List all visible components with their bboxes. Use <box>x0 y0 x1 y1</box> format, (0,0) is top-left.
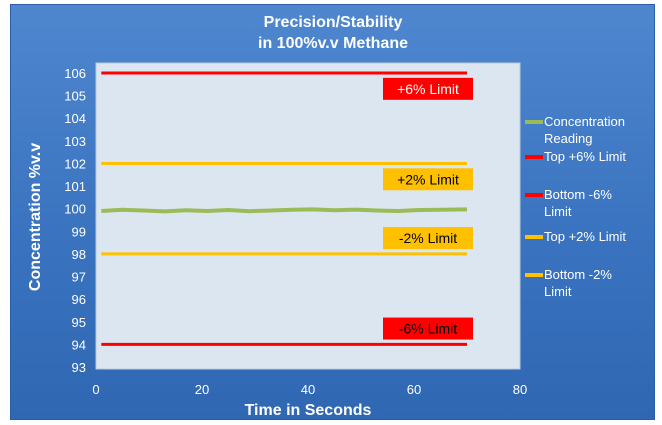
legend-label: Top +6% Limit <box>544 149 626 164</box>
callout-label: +6% Limit <box>397 81 459 97</box>
x-tick-label: 20 <box>195 382 209 397</box>
callout-box <box>383 227 473 250</box>
y-tick-label: 99 <box>72 224 86 239</box>
chart-svg: Precision/Stability in 100%v.v Methane T… <box>27 14 626 419</box>
chart-frame: Precision/Stability in 100%v.v Methane T… <box>10 4 655 420</box>
y-tick-label: 97 <box>72 270 86 285</box>
y-axis-ticks: 93 94 95 96 97 98 99 100 101 102 103 104 105 106 <box>64 66 86 375</box>
y-tick-label: 103 <box>64 134 86 149</box>
callout-label: +2% Limit <box>397 171 459 187</box>
y-tick-label: 102 <box>64 156 86 171</box>
y-tick-label: 104 <box>64 111 86 126</box>
series-lines <box>101 71 468 346</box>
y-tick-label: 100 <box>64 202 86 217</box>
callout-box <box>383 77 473 100</box>
x-axis-ticks: 0 20 40 60 80 <box>92 382 527 397</box>
series-line-0 <box>101 207 468 214</box>
legend-label: Bottom -2% Limit <box>544 267 612 299</box>
legend-label: Bottom -6% Limit <box>544 187 612 219</box>
x-tick-label: 40 <box>301 382 315 397</box>
y-tick-label: 94 <box>72 337 86 352</box>
x-axis-title: Time in Seconds <box>245 402 372 419</box>
legend: Concentration Reading Top +6% Limit Bottom … <box>525 114 626 299</box>
y-tick-label: 105 <box>64 89 86 104</box>
y-tick-label: 106 <box>64 66 86 81</box>
y-tick-label: 95 <box>72 315 86 330</box>
x-tick-label: 80 <box>513 382 527 397</box>
callout-box <box>383 317 473 340</box>
legend-label: Concentration Reading <box>544 114 625 146</box>
x-tick-label: 0 <box>92 382 99 397</box>
callout-label: -6% Limit <box>399 321 457 337</box>
limit-callouts: +6% Limit +2% Limit -2% Limit -6% Limit <box>383 77 473 340</box>
y-tick-label: 93 <box>72 360 86 375</box>
y-axis-title: Concentration %v.v <box>27 143 44 291</box>
callout-label: -2% Limit <box>399 230 457 246</box>
x-tick-label: 60 <box>407 382 421 397</box>
y-tick-label: 98 <box>72 247 86 262</box>
y-tick-label: 96 <box>72 292 86 307</box>
legend-label: Top +2% Limit <box>544 229 626 244</box>
y-tick-label: 101 <box>64 179 86 194</box>
chart-title-line-2: in 100%v.v Methane <box>258 35 408 52</box>
chart-title-line-1: Precision/Stability <box>264 14 403 31</box>
callout-box <box>383 168 473 191</box>
